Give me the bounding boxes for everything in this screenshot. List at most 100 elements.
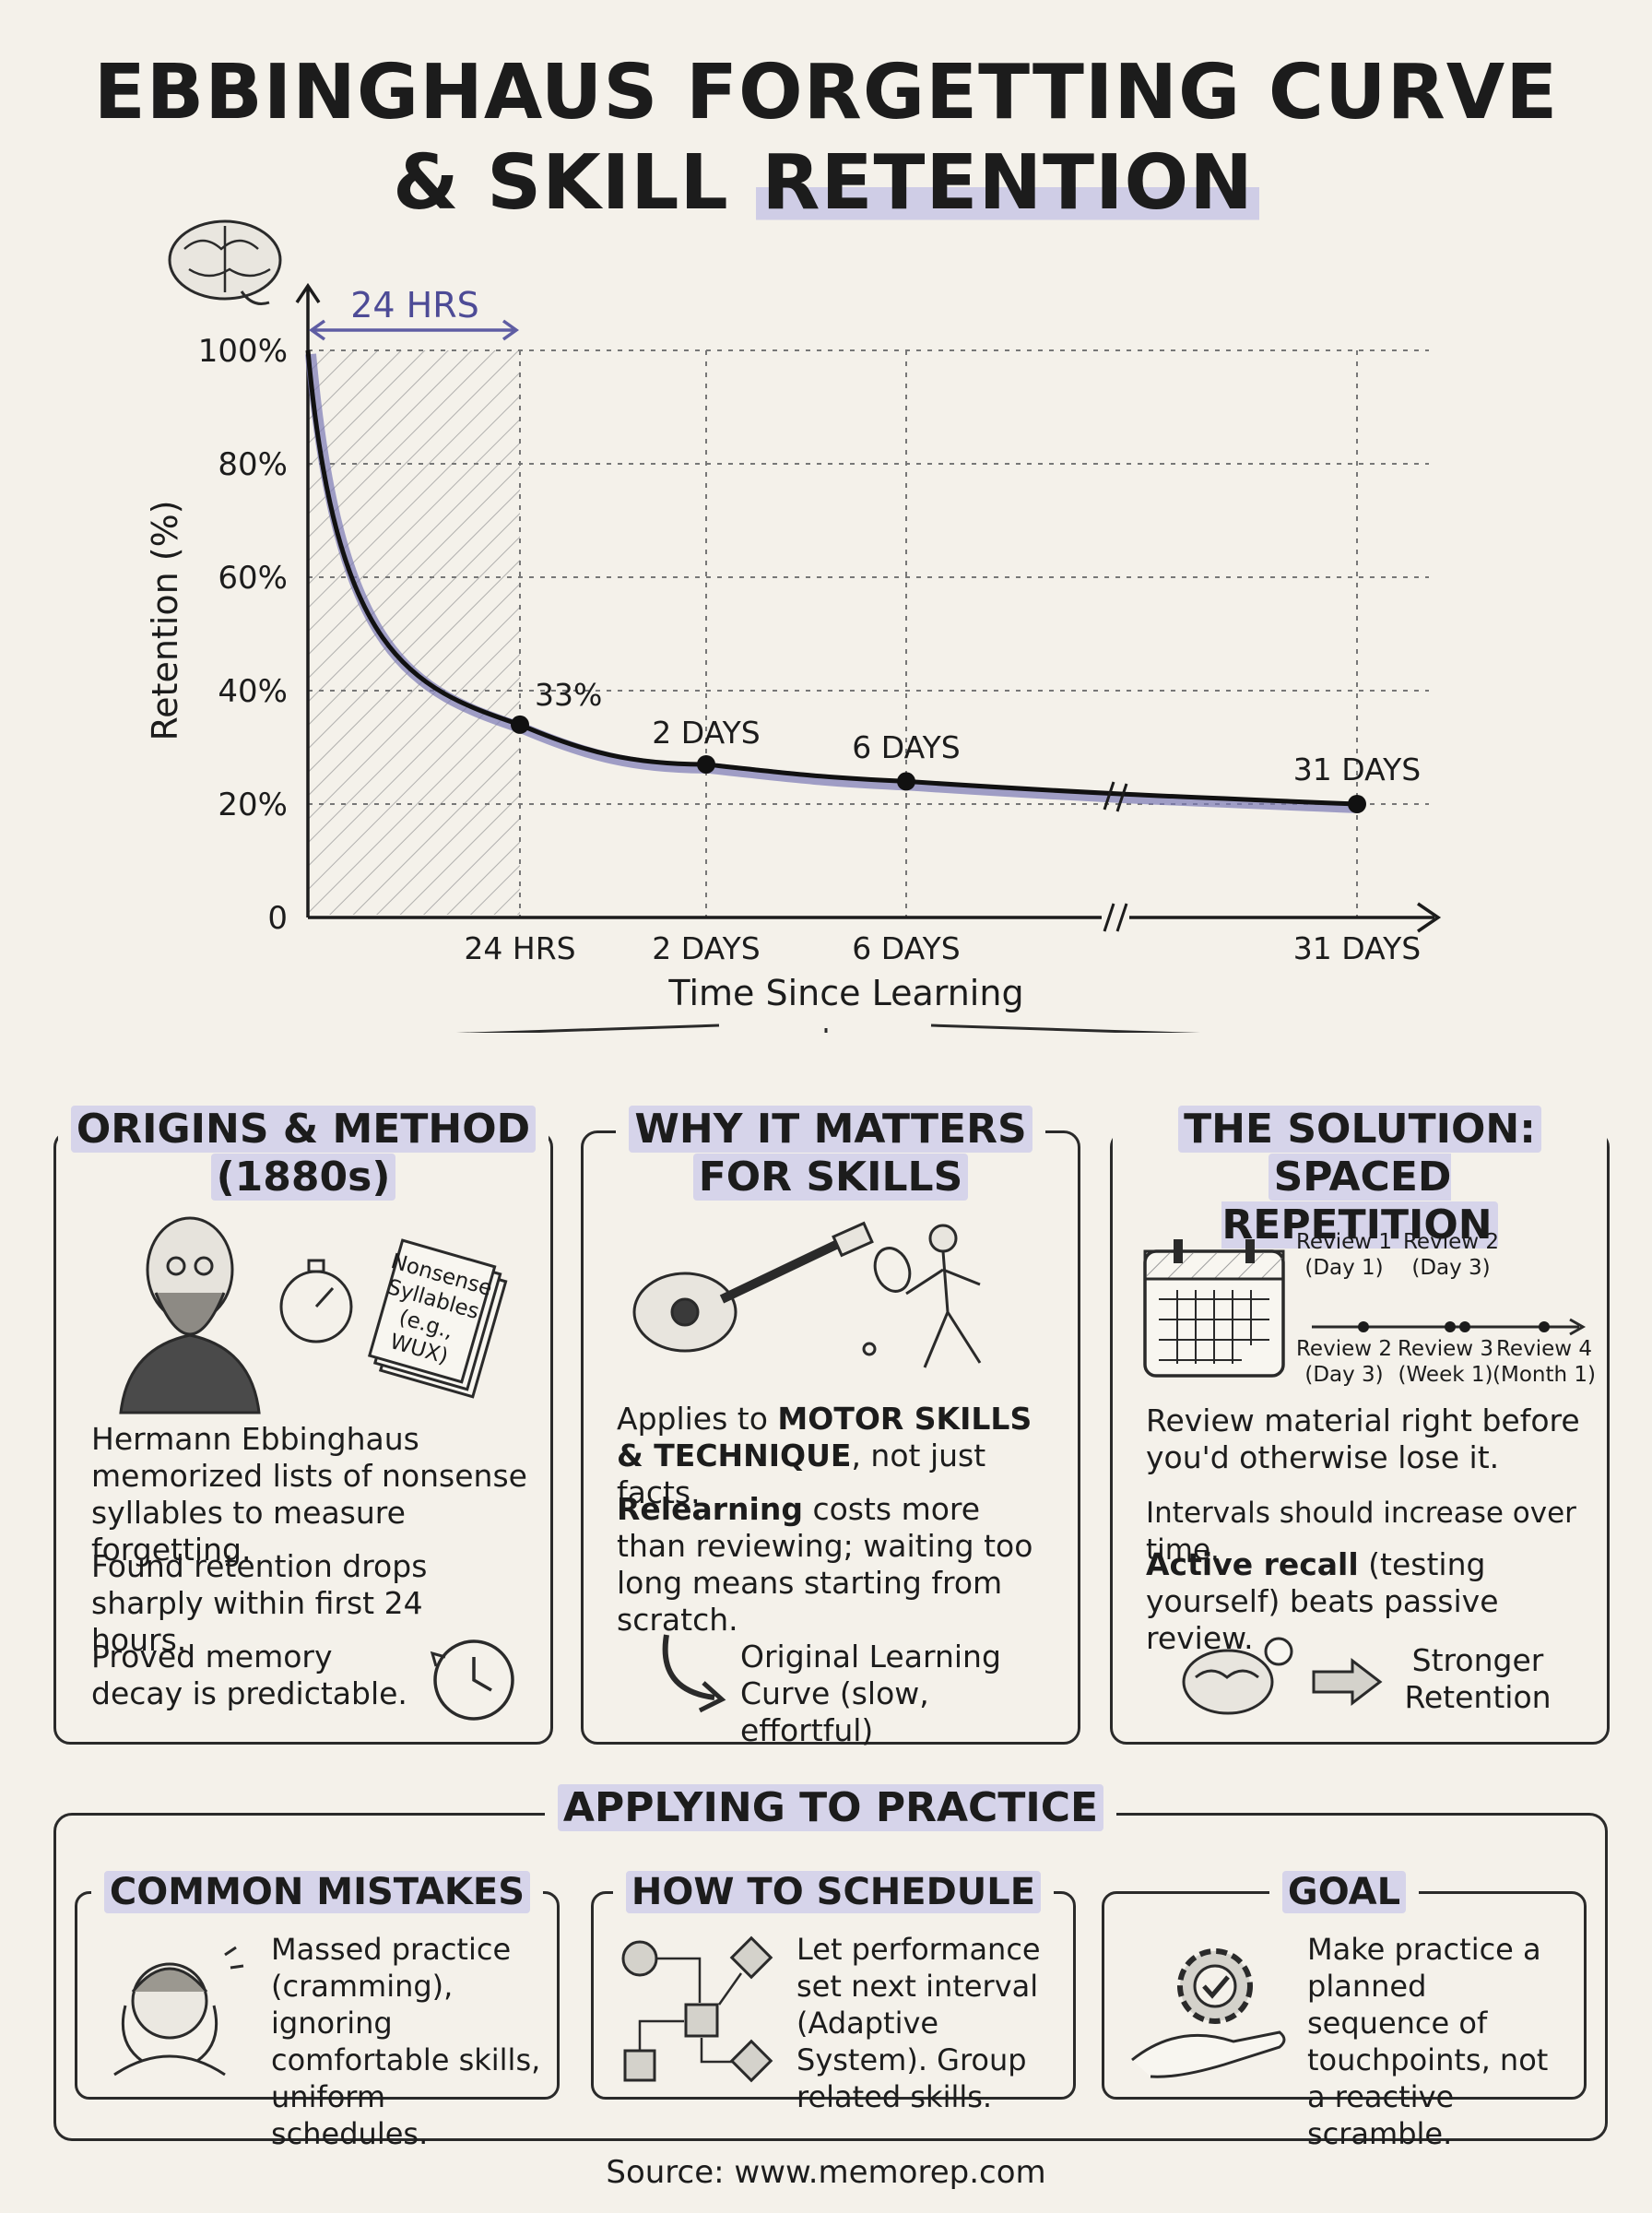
review-2-day: (Day 3): [1411, 1256, 1491, 1280]
origins-text-3: Proved memory decay is predictable.: [91, 1639, 407, 1711]
review-2-bottom: Review 2 (Day 3): [1293, 1336, 1395, 1388]
origins-text-1: Hermann Ebbinghaus memorized lists of no…: [91, 1421, 527, 1568]
why-text-2-a: Relearning: [617, 1491, 803, 1527]
review-2-top: Review 2 (Day 3): [1400, 1229, 1502, 1281]
tennis-player-icon: [862, 1224, 982, 1368]
practice-title: APPLYING TO PRACTICE: [557, 1784, 1104, 1831]
review-3-label: Review 3: [1397, 1337, 1493, 1361]
connector-bracket: [455, 1024, 1200, 1033]
y-tick-label: 0: [267, 900, 288, 937]
why-text-1-a: Applies to: [617, 1401, 778, 1437]
goal-title: GOAL: [1281, 1871, 1407, 1913]
review-3-day: (Week 1): [1398, 1363, 1493, 1387]
span-arrow: [308, 319, 520, 341]
data-point: [511, 715, 529, 734]
y-axis-title: Retention (%): [145, 500, 185, 740]
y-tick-label: 60%: [218, 560, 288, 597]
mistakes-heading: COMMON MISTAKES: [77, 1868, 557, 1916]
curved-arrow-icon: [662, 1634, 726, 1713]
y-tick-label: 20%: [218, 787, 288, 823]
solution-text-3-a: Active recall: [1146, 1546, 1359, 1582]
schedule-title: HOW TO SCHEDULE: [625, 1871, 1042, 1913]
y-tick-label: 40%: [218, 673, 288, 710]
x-tick-label: 2 DAYS: [652, 930, 760, 966]
review-4-day: (Month 1): [1493, 1363, 1596, 1387]
point-label-24h: 33%: [535, 677, 602, 713]
why-text-1-c: , not just facts.: [617, 1438, 986, 1510]
x-tick-labels: 24 HRS 2 DAYS 6 DAYS 31 DAYS: [464, 930, 1421, 966]
practice-heading: APPLYING TO PRACTICE: [56, 1784, 1605, 1832]
clock-cycle-icon: [430, 1639, 514, 1721]
brain-bulb-icon: [1182, 1637, 1293, 1715]
stressed-person-icon: [113, 1946, 244, 2077]
solution-heading: THE SOLUTION: SPACED REPETITION: [1113, 1106, 1607, 1249]
title-line-2: & SKILL RETENTION: [0, 138, 1652, 229]
data-point: [897, 772, 915, 791]
chart-axes: [295, 282, 1442, 933]
forgetting-curve-chart: 24 HRS 0 20% 40% 60% 80% 100% 24 HRS 2 DAYS 6 D…: [145, 219, 1442, 1033]
point-label-2d: 2 DAYS: [652, 715, 760, 751]
why-text-1-b: MOTOR SKILLS & TECHNIQUE: [617, 1401, 1032, 1473]
schedule-heading: HOW TO SCHEDULE: [594, 1868, 1073, 1916]
x-tick-label: 31 DAYS: [1293, 930, 1421, 966]
portrait-icon: [119, 1216, 261, 1414]
review-4-label: Review 4: [1495, 1337, 1592, 1361]
why-panel: WHY IT MATTERS FOR SKILLS Applies to MOTO…: [581, 1106, 1080, 1748]
goal-heading: GOAL: [1104, 1868, 1584, 1916]
x-tick-label: 24 HRS: [464, 930, 575, 966]
flow-diagram-icon: [621, 1935, 773, 2083]
why-illustration: [632, 1221, 982, 1368]
review-1-label: Review 1: [1295, 1230, 1392, 1254]
why-text-1: Applies to MOTOR SKILLS & TECHNIQUE, not…: [617, 1401, 1050, 1511]
y-tick-labels: 0 20% 40% 60% 80% 100%: [198, 333, 288, 937]
origins-illustration: [119, 1216, 508, 1414]
review-1-day: (Day 1): [1304, 1256, 1384, 1280]
solution-result: Stronger Retention: [1404, 1642, 1552, 1715]
review-1-top: Review 1 (Day 1): [1293, 1229, 1395, 1281]
review-timeline: [1312, 1318, 1587, 1336]
solution-title-line-2: SPACED REPETITION: [1221, 1154, 1498, 1249]
mistakes-card: COMMON MISTAKES Massed practice (crammin…: [75, 1868, 560, 2151]
stopwatch-icon: [279, 1259, 353, 1343]
solution-panel: THE SOLUTION: SPACED REPETITION Review 1(…: [1110, 1106, 1610, 1745]
review-2-label: Review 2: [1402, 1230, 1499, 1254]
mistakes-text: Massed practice (cramming), ignoring com…: [271, 1932, 541, 2151]
schedule-text: Let performance set next interval (Adapt…: [796, 1932, 1041, 2114]
review-4-bottom: Review 4 (Month 1): [1491, 1336, 1598, 1388]
point-label-31d: 31 DAYS: [1293, 751, 1421, 787]
mistakes-title: COMMON MISTAKES: [103, 1871, 531, 1913]
first-24h-region: [308, 350, 520, 915]
solution-text-2: Intervals should increase over time.: [1146, 1497, 1576, 1567]
origins-heading: ORIGINS & METHOD (1880s): [56, 1106, 550, 1201]
review-2b-day: (Day 3): [1304, 1363, 1384, 1387]
brain-icon: [168, 219, 282, 305]
why-title-line-2: FOR SKILLS: [692, 1154, 969, 1201]
origins-title-line-2: (1880s): [210, 1154, 396, 1201]
point-label-6d: 6 DAYS: [852, 729, 960, 765]
schedule-card: HOW TO SCHEDULE Let performance set next…: [591, 1868, 1076, 2114]
x-axis-title: Time Since Learning: [667, 973, 1023, 1013]
y-tick-label: 100%: [198, 333, 288, 370]
paper-stack-icon: [367, 1238, 508, 1399]
gear-hand-icon: [1131, 1948, 1286, 2078]
why-text-2: Relearning costs more than reviewing; wa…: [617, 1491, 1050, 1639]
review-3-bottom: Review 3 (Week 1): [1395, 1336, 1496, 1388]
source-credit: Source: www.memorep.com: [606, 2154, 1046, 2191]
right-arrow-icon: [1312, 1657, 1383, 1707]
review-2b-label: Review 2: [1295, 1337, 1392, 1361]
why-heading: WHY IT MATTERS FOR SKILLS: [584, 1106, 1078, 1201]
curve-break-mark: [1103, 781, 1128, 812]
data-points: [511, 715, 1366, 813]
solution-text-3-b: (testing yourself) beats passive review.: [1146, 1546, 1499, 1656]
title-line-1: EBBINGHAUS FORGETTING CURVE: [93, 49, 1559, 136]
calendar-icon: [1143, 1239, 1285, 1378]
guitar-icon: [632, 1221, 874, 1353]
data-point: [697, 754, 715, 774]
solution-title-line-1: THE SOLUTION:: [1178, 1106, 1541, 1153]
origins-panel: ORIGINS & METHOD (1880s) Nonsense Syllabl…: [53, 1106, 553, 1745]
span-label: 24 HRS: [350, 285, 479, 325]
y-tick-label: 80%: [218, 446, 288, 483]
practice-panel: APPLYING TO PRACTICE COMMON MISTAKES Mas…: [53, 1784, 1608, 2151]
x-tick-label: 6 DAYS: [852, 930, 960, 966]
title-line-2-prefix: & SKILL: [393, 139, 757, 227]
